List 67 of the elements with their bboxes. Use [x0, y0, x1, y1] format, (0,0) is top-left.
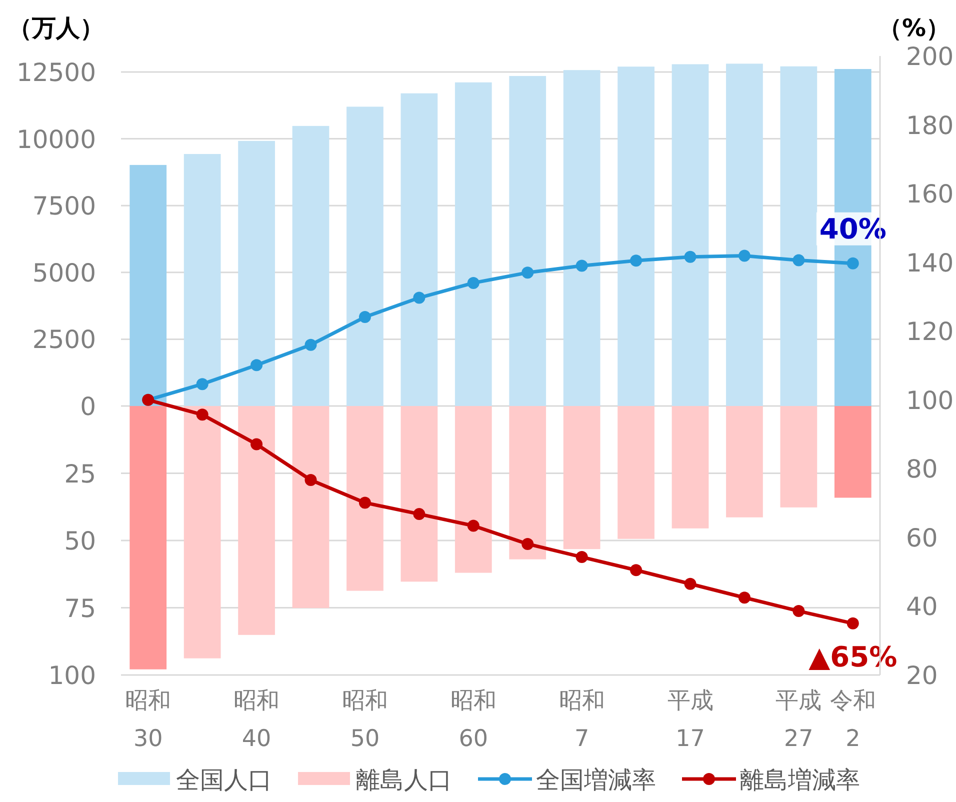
point [846, 617, 859, 630]
point [684, 250, 696, 263]
y-tick-label: 50 [64, 526, 96, 556]
point [630, 564, 642, 576]
point [846, 257, 859, 270]
point [738, 250, 750, 262]
legend-label: 全国増減率 [536, 766, 656, 794]
y2-tick-label: 160 [906, 180, 954, 209]
y2-axis-title: （%） [878, 14, 950, 42]
annotation: ▲65% [808, 640, 898, 674]
legend: 離島人口 [298, 766, 452, 794]
y2-tick-label: 140 [906, 248, 954, 278]
y-axis-title: （万人） [8, 14, 104, 42]
point [576, 260, 588, 272]
point [250, 359, 263, 372]
point [358, 496, 371, 509]
y-tick-label: 10000 [16, 124, 96, 154]
bar [726, 406, 763, 518]
x-tick-label: 昭和40 [234, 688, 280, 752]
point [522, 266, 534, 279]
legend-label: 離島増減率 [740, 766, 860, 794]
point [413, 292, 426, 304]
y-tick-label: 7500 [32, 192, 96, 221]
point [304, 474, 317, 486]
y2-tick-label: 200 [906, 42, 954, 71]
y2-tick-label: 100 [906, 386, 954, 415]
y2-tick-label: 20 [906, 661, 938, 690]
point [467, 520, 480, 532]
point [576, 551, 588, 564]
y-tick-label: 2500 [32, 325, 96, 354]
annotation: 40% [819, 212, 886, 246]
x-tick-label: 昭和30 [125, 688, 172, 752]
bar [780, 406, 818, 508]
point [467, 276, 480, 289]
bar [834, 406, 872, 498]
point [738, 592, 750, 604]
point [413, 508, 426, 520]
point [196, 408, 208, 421]
point [250, 438, 263, 450]
x-tick-label: 昭和7 [558, 688, 605, 752]
y2-tick-label: 180 [906, 110, 954, 140]
legend: 全国人口 [118, 766, 272, 794]
y2-tick-label: 60 [906, 523, 938, 552]
y2-tick-label: 80 [906, 454, 938, 484]
y-tick-label: 100 [48, 661, 96, 690]
y-tick-label: 0 [80, 392, 96, 421]
point [522, 538, 534, 550]
x-tick-label: 令和2 [830, 688, 876, 752]
point [792, 254, 805, 266]
y-tick-label: 25 [64, 459, 96, 488]
x-tick-label: 昭和50 [342, 688, 388, 752]
legend-label: 離島人口 [356, 766, 452, 794]
y-tick-label: 75 [64, 594, 96, 623]
y2-tick-label: 40 [906, 592, 938, 622]
point [304, 338, 317, 351]
x-tick-label: 平成17 [667, 688, 714, 752]
point [630, 254, 642, 267]
y-tick-label: 12500 [16, 58, 96, 87]
point [792, 605, 805, 618]
x-tick-label: 昭和60 [450, 688, 496, 752]
point [196, 378, 208, 390]
legend-label: 全国人口 [176, 766, 272, 794]
point [684, 578, 696, 590]
x-tick-label: 平成27 [776, 688, 822, 752]
point [358, 311, 371, 324]
y-tick-label: 5000 [32, 258, 96, 288]
y2-tick-label: 120 [906, 317, 954, 346]
